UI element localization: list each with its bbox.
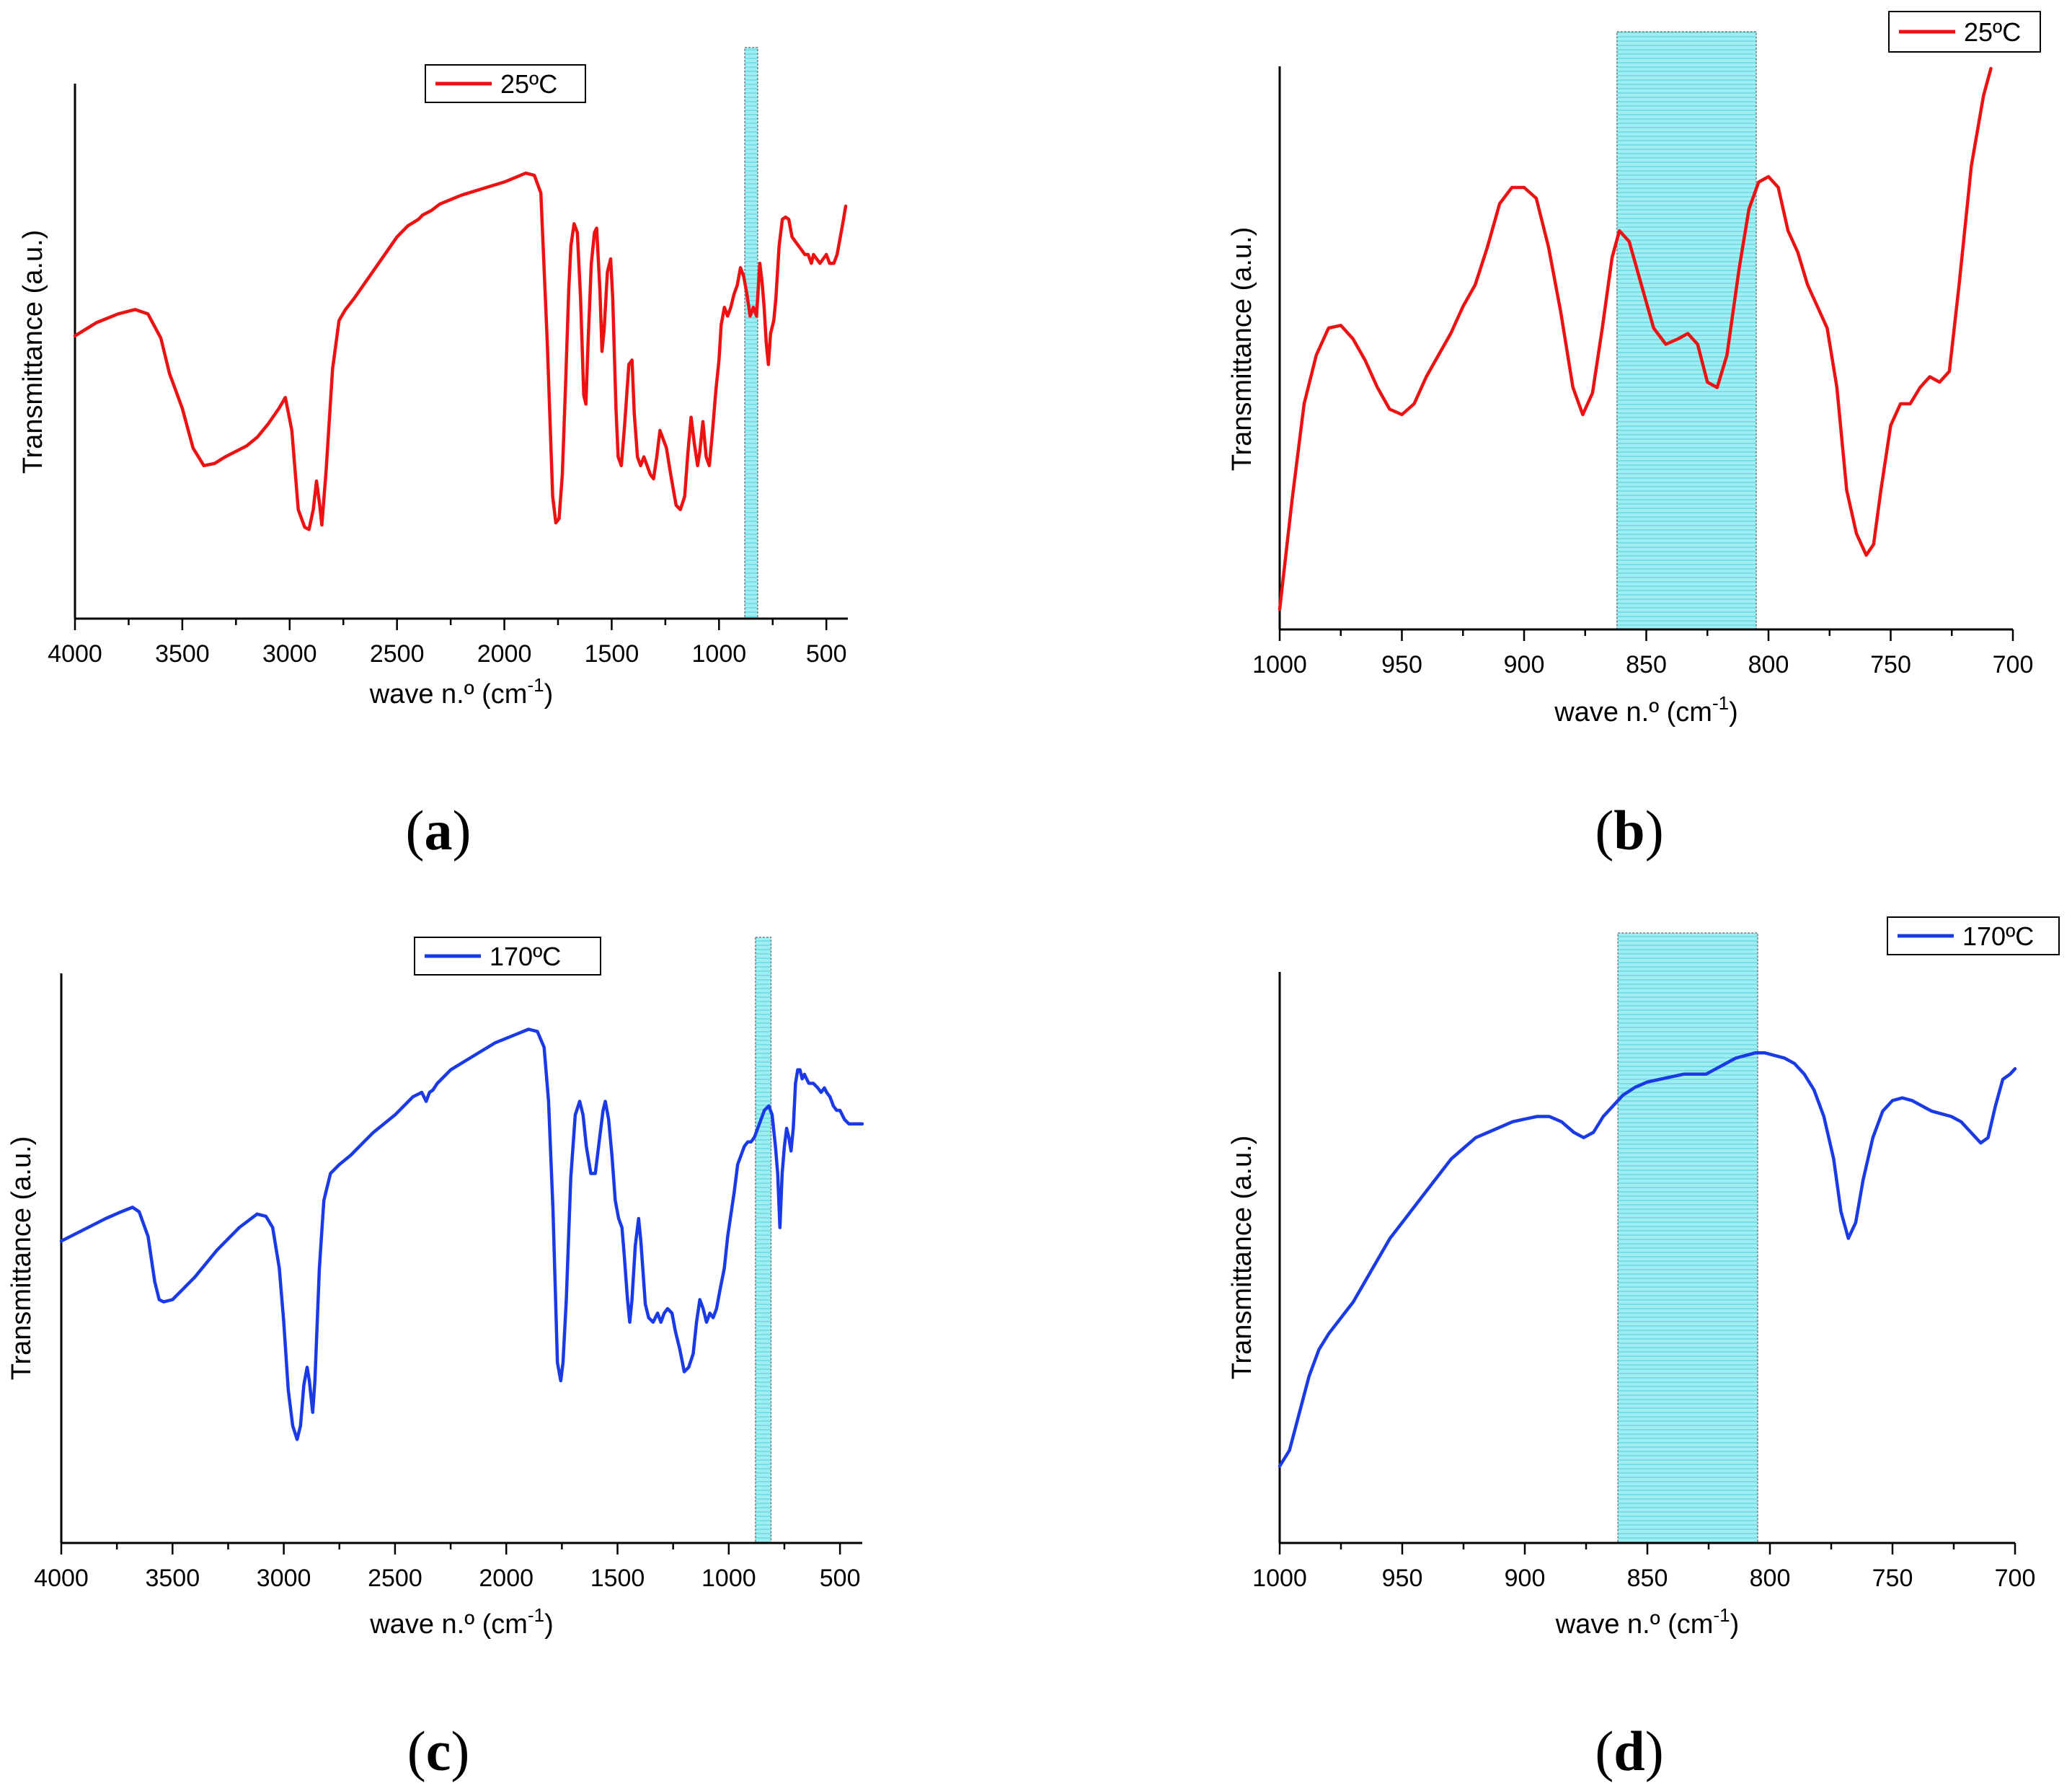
- panel-label-close: ): [1645, 1720, 1664, 1782]
- panel-label-letter: d: [1613, 1720, 1644, 1782]
- x-tick-label: 850: [1626, 651, 1667, 678]
- x-tick-label: 1000: [1252, 651, 1307, 678]
- legend: 25ºC: [425, 64, 586, 103]
- x-tick-label: 2500: [370, 640, 425, 668]
- panel-label: (c): [407, 1720, 470, 1782]
- panel-label-open: (: [407, 1720, 426, 1782]
- legend-label: 170ºC: [1962, 921, 2034, 951]
- chart-panel-a: 4000 3500 3000 2500 2000 1500 1000 500 wave n.º …: [18, 47, 848, 862]
- panel-label-letter: a: [425, 799, 453, 862]
- chart-panel-c: 4000 3500 3000 2500 2000 1500 1000 500 wave n.º …: [6, 937, 864, 1782]
- x-axis-title-close: ): [544, 1609, 554, 1640]
- x-tick-label: 700: [1993, 651, 2034, 678]
- x-axis-title: wave n.º (cm-1): [1555, 1604, 1740, 1640]
- x-axis-title-sup: -1: [1712, 692, 1729, 714]
- panel-label-open: (: [1595, 1720, 1613, 1782]
- x-tick-label: 3000: [257, 1565, 311, 1592]
- panel-label-close: ): [1645, 799, 1664, 862]
- x-axis-title: wave n.º (cm-1): [369, 674, 554, 709]
- x-tick-label: 850: [1627, 1565, 1668, 1592]
- series-line-b-0: [1278, 66, 1993, 611]
- panel-label-letter: b: [1613, 799, 1644, 862]
- x-tick-label: 4000: [34, 1565, 89, 1592]
- x-tick-label: 500: [820, 1565, 861, 1592]
- x-tick-label: 1500: [590, 1565, 645, 1592]
- x-tick-label: 700: [1995, 1565, 2036, 1592]
- x-tick-label: 3500: [155, 640, 210, 668]
- legend-label: 170ºC: [490, 942, 561, 971]
- x-tick-label: 750: [1870, 651, 1911, 678]
- x-axis-title: wave n.º (cm-1): [1554, 692, 1738, 728]
- panel-label-close: ): [453, 799, 471, 862]
- highlight-band: [1617, 932, 1758, 1544]
- x-tick-label: 1000: [1252, 1565, 1307, 1592]
- series-line-a-0: [73, 171, 848, 531]
- x-axis-title-close: ): [1730, 1609, 1740, 1640]
- legend: 25ºC: [1888, 11, 2041, 53]
- chart-panel-b: 1000 950 900 850 800 750 700 wave n.º (cm-1) Tra…: [1227, 11, 2041, 862]
- x-tick-label: 900: [1505, 1565, 1546, 1592]
- x-axis-title-close: ): [544, 679, 554, 709]
- x-tick-label: 800: [1750, 1565, 1791, 1592]
- x-axis-title-main: wave n.º (cm: [1555, 1609, 1714, 1640]
- panel-label-open: (: [1595, 799, 1613, 862]
- x-axis-title-main: wave n.º (cm: [1554, 697, 1712, 728]
- legend-label: 25ºC: [1964, 17, 2021, 47]
- x-tick-label: 950: [1382, 1565, 1423, 1592]
- chart-panel-d: 1000 950 900 850 800 750 700 wave n.º (cm-1) Tra…: [1227, 916, 2060, 1782]
- x-tick-label: 2500: [368, 1565, 422, 1592]
- x-tick-label: 3000: [262, 640, 317, 668]
- legend: 170ºC: [414, 937, 601, 976]
- x-tick-label: 3500: [145, 1565, 200, 1592]
- x-tick-label: 800: [1748, 651, 1789, 678]
- x-axis-title-sup: -1: [527, 674, 544, 696]
- x-axis-title-close: ): [1729, 697, 1738, 728]
- x-tick-label: 950: [1381, 651, 1422, 678]
- series-line-c-0: [59, 1027, 864, 1441]
- x-tick-label: 1000: [692, 640, 747, 668]
- highlight-band: [755, 937, 772, 1544]
- x-axis-title-sup: -1: [528, 1604, 544, 1626]
- x-axis-title-sup: -1: [1713, 1604, 1730, 1626]
- panel-label-open: (: [406, 799, 425, 862]
- legend-label: 25ºC: [500, 69, 557, 99]
- x-tick-label: 1000: [701, 1565, 756, 1592]
- panel-label-letter: c: [426, 1720, 451, 1782]
- x-tick-label: 500: [806, 640, 847, 668]
- x-tick-label: 900: [1504, 651, 1545, 678]
- legend: 170ºC: [1887, 916, 2060, 955]
- x-tick-label: 2000: [477, 640, 532, 668]
- highlight-band: [744, 47, 758, 619]
- panel-label: (b): [1595, 799, 1663, 862]
- y-axis-title: Transmittance (a.u.): [6, 1136, 37, 1381]
- x-tick-label: 750: [1872, 1565, 1913, 1592]
- x-axis-title-main: wave n.º (cm: [369, 1609, 528, 1640]
- highlight-band: [1616, 31, 1757, 630]
- x-tick-label: 2000: [479, 1565, 534, 1592]
- y-axis-title: Transmittance (a.u.): [18, 230, 48, 474]
- y-axis-title: Transmittance (a.u.): [1227, 227, 1257, 472]
- x-tick-label: 1500: [585, 640, 639, 668]
- panel-label-close: ): [451, 1720, 469, 1782]
- series-line-d-0: [1278, 1051, 2017, 1468]
- x-tick-label: 4000: [48, 640, 102, 668]
- x-axis-title-main: wave n.º (cm: [369, 679, 528, 709]
- panel-label: (d): [1595, 1720, 1663, 1782]
- panel-label: (a): [406, 799, 471, 862]
- y-axis-title: Transmittance (a.u.): [1227, 1136, 1257, 1380]
- x-axis-title: wave n.º (cm-1): [369, 1604, 554, 1640]
